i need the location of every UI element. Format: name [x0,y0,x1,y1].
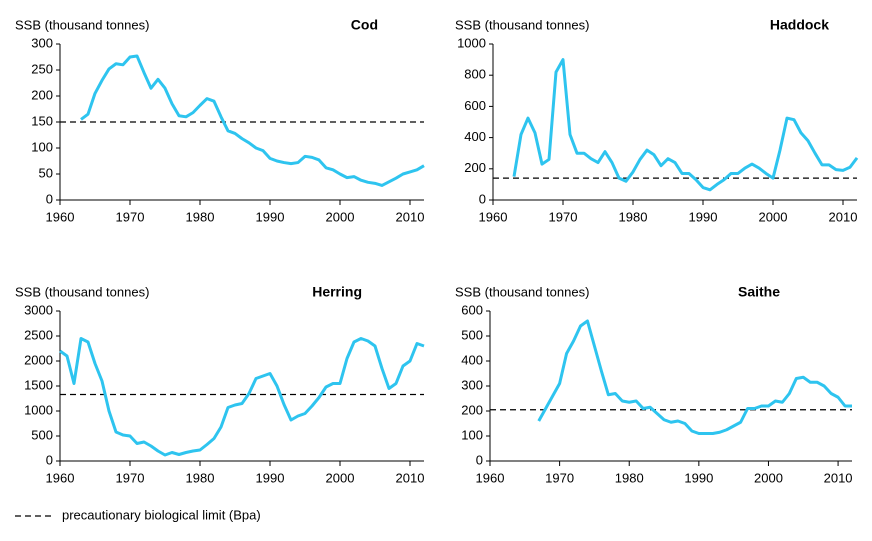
legend-label: precautionary biological limit (Bpa) [62,507,261,522]
x-tick-label: 1990 [684,470,713,485]
y-tick-label: 50 [39,165,53,180]
x-tick-label: 1980 [186,470,215,485]
x-tick-label: 2000 [326,470,355,485]
x-tick-label: 1960 [46,470,75,485]
x-tick-label: 2000 [326,209,355,224]
y-tick-label: 0 [479,191,486,206]
x-tick-label: 1960 [476,470,505,485]
panel-title: Herring [312,284,362,300]
y-axis-label: SSB (thousand tonnes) [455,284,589,299]
x-tick-label: 1970 [116,209,145,224]
x-tick-label: 1980 [619,209,648,224]
x-tick-label: 2010 [829,209,858,224]
y-axis-label: SSB (thousand tonnes) [15,17,149,32]
y-tick-label: 100 [31,139,53,154]
y-axis-label: SSB (thousand tonnes) [15,284,149,299]
y-tick-label: 3000 [24,302,53,317]
y-tick-label: 600 [461,302,483,317]
data-line [512,58,859,192]
y-axis-label: SSB (thousand tonnes) [455,17,589,32]
y-tick-label: 0 [46,191,53,206]
x-tick-label: 2010 [396,209,425,224]
y-tick-label: 2000 [24,352,53,367]
y-tick-label: 1500 [24,377,53,392]
y-tick-label: 1000 [457,35,486,50]
x-tick-label: 1970 [116,470,145,485]
y-tick-label: 500 [461,327,483,342]
y-tick-label: 200 [31,87,53,102]
panel-title: Saithe [738,284,780,300]
data-line [80,54,425,187]
y-tick-label: 1000 [24,402,53,417]
y-tick-label: 800 [464,67,486,82]
x-tick-label: 1990 [689,209,718,224]
y-tick-label: 600 [464,98,486,113]
y-tick-label: 250 [31,61,53,76]
y-tick-label: 300 [461,377,483,392]
x-tick-label: 1990 [256,470,285,485]
y-tick-label: 0 [476,452,483,467]
y-tick-label: 200 [461,402,483,417]
x-tick-label: 2010 [396,470,425,485]
x-tick-label: 1960 [46,209,75,224]
x-tick-label: 1970 [549,209,578,224]
y-tick-label: 400 [461,352,483,367]
data-line [59,337,425,457]
x-tick-label: 1980 [615,470,644,485]
y-tick-label: 150 [31,113,53,128]
y-tick-label: 300 [31,35,53,50]
x-tick-label: 1990 [256,209,285,224]
x-tick-label: 1970 [545,470,574,485]
x-tick-label: 2000 [754,470,783,485]
x-tick-label: 2010 [824,470,853,485]
y-tick-label: 2500 [24,327,53,342]
panel-title: Cod [351,17,378,33]
x-tick-label: 2000 [759,209,788,224]
x-tick-label: 1980 [186,209,215,224]
y-tick-label: 100 [461,427,483,442]
y-tick-label: 200 [464,160,486,175]
data-line [537,319,852,435]
x-tick-label: 1960 [479,209,508,224]
y-tick-label: 500 [31,427,53,442]
y-tick-label: 0 [46,452,53,467]
panel-title: Haddock [770,17,829,33]
y-tick-label: 400 [464,129,486,144]
